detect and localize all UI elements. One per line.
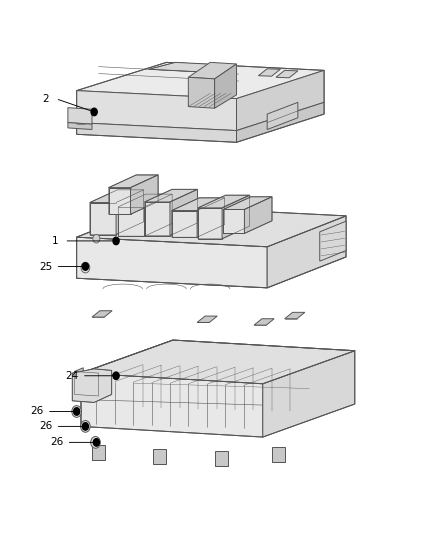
Circle shape [81, 262, 90, 273]
Polygon shape [267, 216, 346, 288]
Polygon shape [81, 340, 355, 384]
Circle shape [82, 423, 88, 430]
Polygon shape [320, 221, 346, 261]
Polygon shape [145, 202, 170, 236]
Polygon shape [77, 206, 346, 247]
Circle shape [82, 263, 88, 270]
Polygon shape [237, 70, 324, 131]
Polygon shape [272, 447, 285, 462]
Text: 26: 26 [31, 407, 44, 416]
Polygon shape [77, 247, 346, 288]
Polygon shape [77, 62, 324, 99]
Polygon shape [172, 211, 197, 237]
Polygon shape [267, 102, 298, 130]
Polygon shape [109, 188, 131, 214]
Circle shape [74, 408, 80, 415]
Polygon shape [145, 189, 198, 202]
Polygon shape [90, 203, 116, 235]
Polygon shape [77, 206, 155, 278]
Polygon shape [81, 373, 263, 437]
Text: 26: 26 [39, 422, 53, 431]
Polygon shape [172, 198, 225, 211]
Polygon shape [215, 64, 237, 108]
Polygon shape [116, 190, 144, 235]
Text: 25: 25 [39, 262, 53, 271]
Polygon shape [223, 197, 272, 209]
Polygon shape [237, 102, 324, 142]
Polygon shape [92, 445, 105, 460]
Polygon shape [215, 451, 228, 466]
Polygon shape [254, 319, 274, 325]
Polygon shape [81, 340, 173, 426]
Polygon shape [118, 194, 172, 207]
Polygon shape [92, 311, 112, 317]
Circle shape [93, 235, 100, 243]
Polygon shape [118, 207, 145, 236]
Polygon shape [198, 195, 250, 208]
Circle shape [113, 237, 119, 245]
Circle shape [93, 439, 99, 446]
Polygon shape [109, 175, 158, 188]
Polygon shape [188, 77, 215, 108]
Polygon shape [223, 209, 244, 233]
Polygon shape [77, 123, 237, 142]
Polygon shape [68, 123, 92, 130]
Polygon shape [74, 372, 99, 396]
Polygon shape [77, 237, 267, 288]
Polygon shape [198, 208, 222, 239]
Polygon shape [131, 175, 158, 214]
Polygon shape [285, 312, 305, 319]
Text: 1: 1 [51, 236, 58, 246]
Circle shape [113, 372, 119, 379]
Polygon shape [197, 198, 225, 237]
Polygon shape [197, 316, 217, 322]
Polygon shape [90, 190, 144, 203]
Polygon shape [263, 351, 355, 437]
Polygon shape [188, 62, 237, 79]
Text: 24: 24 [66, 371, 79, 381]
Polygon shape [77, 91, 237, 131]
Polygon shape [68, 108, 92, 124]
Polygon shape [276, 70, 298, 78]
Circle shape [91, 437, 100, 448]
Polygon shape [149, 62, 228, 72]
Polygon shape [145, 194, 172, 236]
Polygon shape [222, 195, 250, 239]
Polygon shape [258, 69, 280, 76]
Circle shape [72, 406, 81, 417]
Polygon shape [244, 197, 272, 233]
Polygon shape [72, 369, 112, 402]
Polygon shape [74, 368, 83, 394]
Polygon shape [170, 189, 198, 236]
Text: 2: 2 [42, 94, 49, 103]
Circle shape [81, 421, 90, 432]
Polygon shape [153, 449, 166, 464]
Circle shape [91, 108, 97, 116]
Text: 26: 26 [50, 438, 64, 447]
